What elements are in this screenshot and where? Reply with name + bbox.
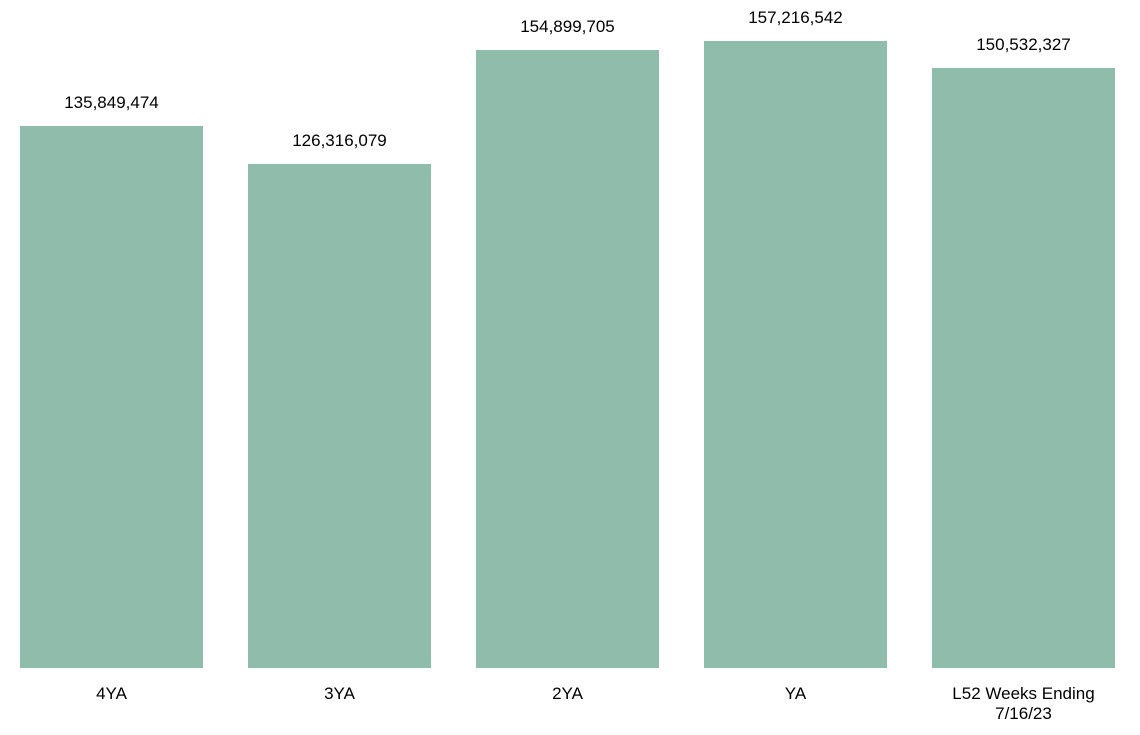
value-label: 157,216,542 [748, 8, 843, 27]
x-tick-label: 4YA [96, 684, 127, 703]
x-tick-label: L52 Weeks Ending 7/16/23 [952, 684, 1095, 723]
x-tick-label: YA [784, 684, 807, 703]
x-tick-label: 2YA [552, 684, 583, 703]
value-label: 150,532,327 [976, 34, 1071, 54]
value-label: 154,899,705 [520, 17, 615, 37]
x-tick-label: 3YA [324, 684, 355, 703]
value-label: 135,849,474 [64, 93, 159, 113]
bar [704, 41, 887, 668]
bar [932, 67, 1115, 668]
bar [248, 164, 431, 668]
bar [476, 50, 659, 668]
bar [20, 126, 203, 668]
value-label: 126,316,079 [292, 131, 387, 151]
